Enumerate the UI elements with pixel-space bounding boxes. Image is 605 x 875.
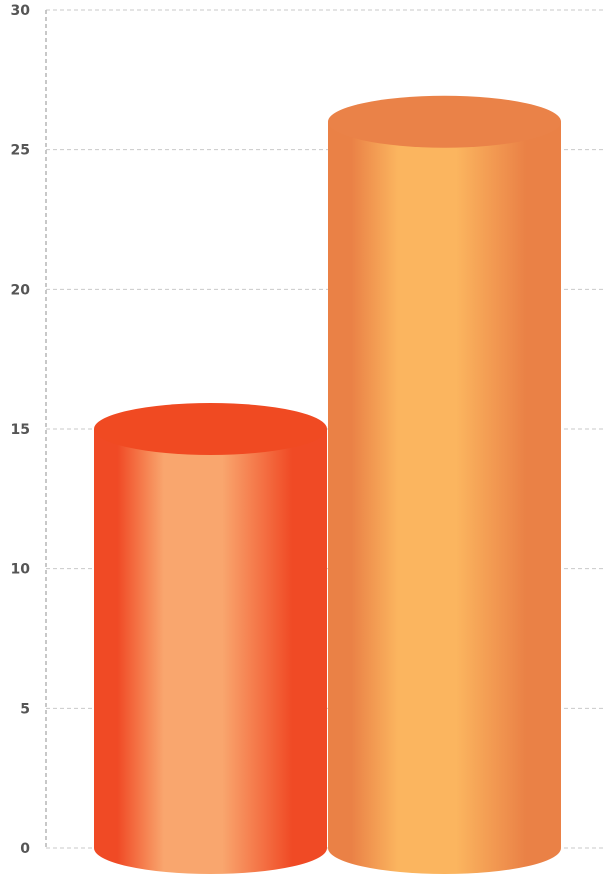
y-tick-label-25: 25 [11,143,30,159]
bar-1-body [94,429,327,875]
bars [94,95,561,875]
bar-2-body [328,121,561,875]
y-tick-label-30: 30 [11,3,31,19]
bar-2 [328,95,561,875]
bar-1-top [94,403,327,455]
bar-1 [94,403,327,875]
y-tick-label-10: 10 [11,562,31,578]
y-tick-label-0: 0 [20,841,30,857]
y-tick-label-15: 15 [11,422,30,438]
y-axis: 0 5 10 15 20 25 30 [11,3,47,857]
y-tick-label-5: 5 [20,701,30,717]
y-tick-label-20: 20 [11,282,31,298]
bar-2-top [328,95,561,148]
